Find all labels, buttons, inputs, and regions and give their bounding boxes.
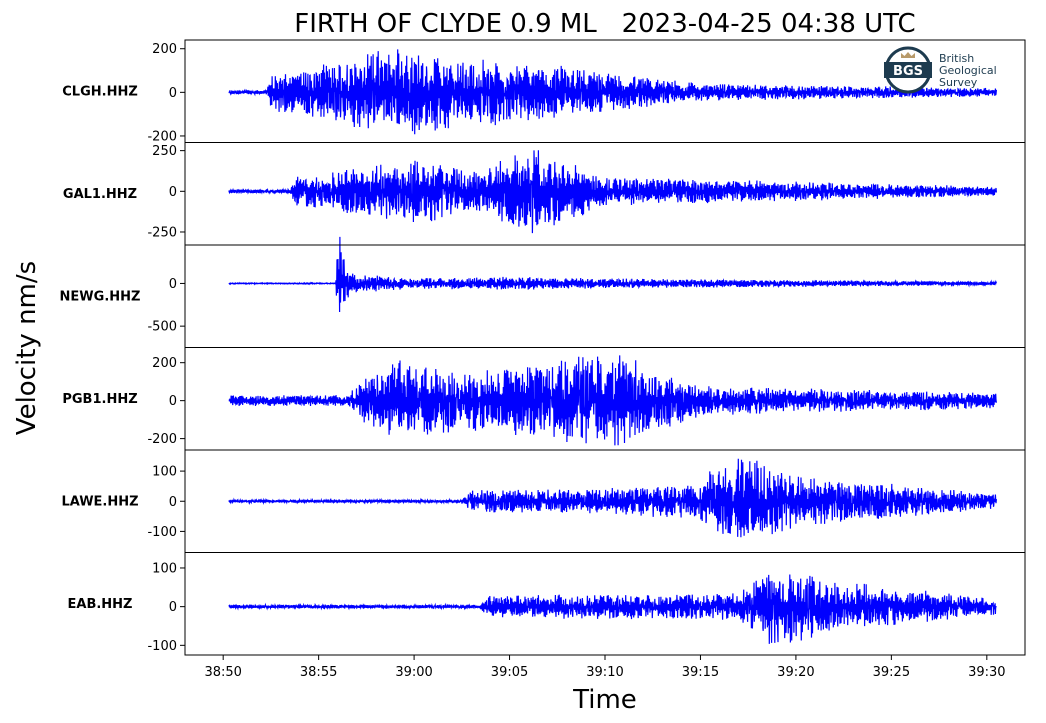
y-tick-label: 100 — [152, 465, 177, 480]
panel-clgh-hhz: 200 0 -200 CLGH.HHZ — [62, 39, 1026, 144]
y-tick-label: -200 — [147, 432, 177, 447]
y-tick-label: 0 — [169, 185, 177, 200]
waveform-line — [228, 236, 997, 313]
chart-title: FIRTH OF CLYDE 0.9 ML 2023-04-25 04:38 U… — [294, 9, 915, 39]
x-tick-label: 38:50 — [204, 665, 241, 680]
bgs-logo-band — [884, 62, 932, 78]
y-tick-label: 0 — [169, 86, 177, 101]
waveform-line — [228, 49, 997, 135]
station-label: EAB.HHZ — [68, 597, 133, 612]
bgs-logo-mark: BGS — [893, 64, 923, 79]
y-axis-label: Velocity nm/s — [12, 261, 42, 435]
bgs-logo-line-2: Geological — [939, 64, 997, 77]
y-tick-label: 0 — [169, 277, 177, 292]
panel-pgb1-hhz: 200 0 -200 PGB1.HHZ — [62, 347, 1026, 451]
waveform-line — [228, 355, 997, 446]
x-tick-label: 39:25 — [873, 665, 910, 680]
panel-gal1-hhz: 250 0 -250 GAL1.HHZ — [63, 142, 1026, 246]
station-label: GAL1.HHZ — [63, 187, 137, 202]
x-axis-ticks: 38:50 38:55 39:00 39:05 39:10 39:15 39:20 39:25… — [204, 655, 1006, 680]
y-tick-label: 200 — [152, 42, 177, 57]
x-tick-label: 39:20 — [777, 665, 814, 680]
bgs-logo-line-1: British — [939, 52, 974, 65]
bgs-logo-crown-icon — [901, 52, 915, 58]
x-tick-label: 39:10 — [586, 665, 623, 680]
y-tick-label: 0 — [169, 394, 177, 409]
waveform-line — [228, 458, 997, 538]
bgs-logo-line-3: Survey — [939, 76, 978, 89]
y-tick-label: 250 — [152, 144, 177, 159]
station-label: CLGH.HHZ — [62, 84, 138, 99]
y-tick-label: 0 — [169, 495, 177, 510]
station-label: LAWE.HHZ — [61, 494, 138, 509]
x-tick-label: 38:55 — [300, 665, 337, 680]
x-axis-label: Time — [572, 685, 637, 715]
panel-lawe-hhz: 100 0 -100 LAWE.HHZ — [61, 449, 1026, 553]
x-tick-label: 39:00 — [395, 665, 432, 680]
y-tick-label: -500 — [147, 320, 177, 335]
x-tick-label: 39:30 — [968, 665, 1005, 680]
x-tick-label: 39:15 — [682, 665, 719, 680]
y-tick-label: 0 — [169, 600, 177, 615]
waveform-line — [228, 150, 997, 234]
waveform-line — [228, 574, 997, 644]
bgs-logo: BGS British Geological Survey — [884, 46, 997, 94]
y-tick-label: -250 — [147, 225, 177, 240]
x-tick-label: 39:05 — [491, 665, 528, 680]
panel-newg-hhz: 0 -500 NEWG.HHZ — [60, 236, 1026, 348]
y-tick-label: -200 — [147, 129, 177, 144]
station-panels: 200 0 -200 CLGH.HHZ 250 0 -250 GAL1.HHZ 0 -500 NEW… — [60, 39, 1026, 656]
station-label: NEWG.HHZ — [60, 289, 141, 304]
panel-frame — [184, 244, 1026, 348]
y-tick-label: 200 — [152, 356, 177, 371]
station-label: PGB1.HHZ — [62, 392, 137, 407]
y-tick-label: -100 — [147, 639, 177, 654]
y-tick-label: 100 — [152, 561, 177, 576]
panel-eab-hhz: 100 0 -100 EAB.HHZ — [68, 552, 1026, 656]
y-tick-label: -100 — [147, 525, 177, 540]
